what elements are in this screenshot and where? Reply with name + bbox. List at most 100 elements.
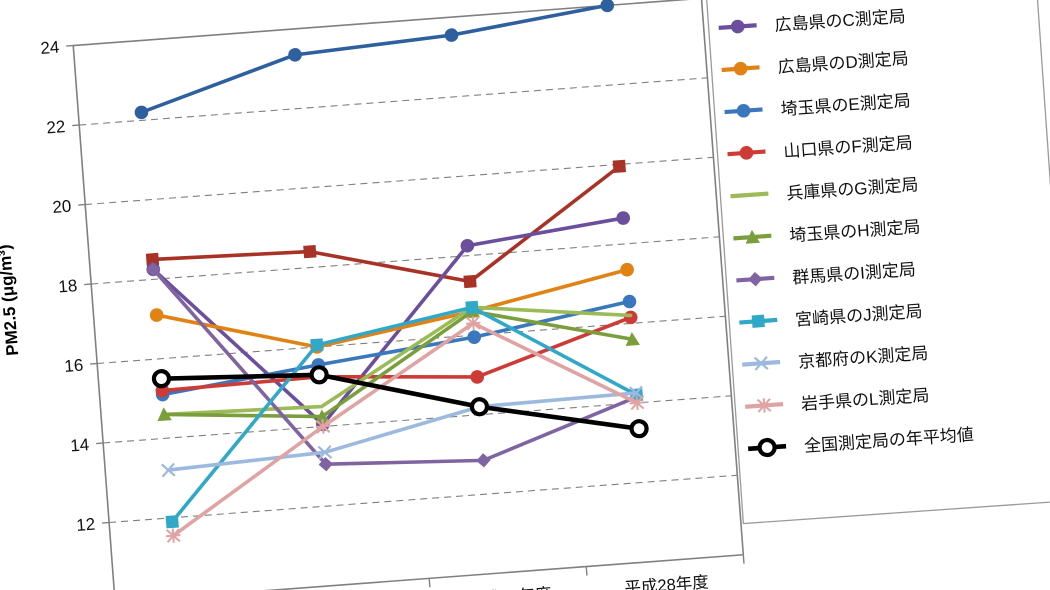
legend-item[interactable]: 群馬県のI測定局	[736, 260, 917, 291]
series-7	[162, 305, 633, 417]
legend-item[interactable]: 山口県のF測定局	[727, 133, 913, 165]
marker-circle-open	[151, 369, 172, 389]
marker-star	[629, 395, 645, 411]
legend-item[interactable]: 全国測定局の年平均値	[747, 425, 975, 460]
legend-label: 山口県のF測定局	[783, 133, 913, 161]
series-line	[162, 305, 633, 417]
x-axis-label: 平成27年度	[467, 584, 553, 590]
marker-x	[317, 444, 333, 460]
gridline-22	[79, 77, 708, 126]
gridline-16	[97, 315, 726, 365]
x-tick-3	[585, 566, 588, 576]
series-13	[151, 365, 649, 439]
legend-label: 広島県のC測定局	[774, 7, 906, 35]
gridline-20	[85, 156, 714, 206]
gridline-12	[109, 474, 738, 524]
marker-square	[303, 244, 317, 259]
marker-circle-open	[629, 419, 649, 439]
y-tick-label: 18	[58, 276, 78, 296]
legend-item[interactable]: 京都府のK測定局	[742, 344, 929, 376]
legend-label: 埼玉県のH測定局	[789, 217, 921, 245]
marker-square	[612, 159, 626, 174]
marker-x	[629, 385, 644, 401]
legend-item[interactable]: 宮崎県のJ測定局	[739, 302, 923, 334]
series-line	[154, 267, 629, 349]
legend-label: 京都府のK測定局	[798, 344, 929, 372]
series-line	[159, 372, 642, 431]
legend-item[interactable]: 埼玉県のH測定局	[733, 217, 921, 249]
marker-circle-open	[469, 397, 490, 417]
marker-triangle	[315, 409, 330, 424]
marker-diamond	[318, 457, 334, 472]
series-12	[165, 315, 645, 543]
marker-square	[465, 300, 479, 315]
marker-diamond	[146, 262, 161, 277]
marker-triangle	[745, 229, 760, 244]
legend-item[interactable]: 兵庫県のG測定局	[730, 175, 919, 207]
legend-label: 広島県のD測定局	[777, 49, 909, 77]
marker-star	[165, 528, 181, 543]
chart-plot-group: 1012141618202224平成25年度平成26年度平成27年度平成28年度…	[0, 0, 745, 590]
y-tick-label: 12	[76, 515, 96, 535]
series-8	[157, 304, 640, 424]
series-10	[165, 300, 644, 529]
legend-border	[703, 0, 1050, 525]
marker-x	[160, 462, 176, 478]
marker-circle	[470, 370, 485, 384]
y-tick-label: 24	[40, 38, 60, 58]
marker-square	[463, 274, 477, 289]
y-axis-line	[72, 45, 116, 590]
legend-label: 宮崎県のJ測定局	[795, 302, 924, 330]
series-line	[139, 3, 610, 115]
marker-circle-open	[757, 437, 777, 458]
series-line	[170, 305, 639, 524]
plot-right-border	[700, 0, 745, 555]
marker-square	[145, 252, 160, 267]
series-line	[171, 321, 639, 538]
series-line	[150, 164, 622, 284]
gridline-14	[103, 395, 732, 444]
legend-label: 埼玉県のE測定局	[780, 91, 911, 119]
legend-label: 全国測定局の年平均値	[803, 425, 974, 456]
legend-item[interactable]: 岩手県のL測定局	[745, 386, 930, 418]
legend-label: 群馬県のI測定局	[792, 260, 917, 288]
y-tick-label: 14	[70, 435, 90, 455]
marker-circle	[622, 294, 637, 309]
x-tick-4	[742, 554, 745, 564]
marker-circle	[444, 28, 459, 42]
y-axis-title-group: PM2.5 (μg/m³)	[0, 244, 22, 357]
marker-star	[315, 419, 331, 434]
marker-square	[310, 338, 324, 352]
marker-circle	[730, 19, 745, 34]
marker-circle	[620, 262, 634, 277]
legend-item[interactable]: 広島県のC測定局	[718, 7, 906, 39]
series-line	[151, 267, 639, 467]
legend-label: 兵庫県のG測定局	[786, 175, 919, 203]
marker-circle	[460, 238, 475, 253]
marker-circle	[288, 48, 302, 62]
series-line	[151, 216, 626, 427]
marker-circle-open	[309, 365, 329, 385]
marker-circle	[616, 211, 631, 225]
series-1	[134, 0, 615, 120]
series-2	[145, 159, 626, 289]
series-layer	[134, 0, 649, 543]
legend-item[interactable]: 埼玉県のE測定局	[724, 91, 911, 123]
marker-circle	[600, 0, 615, 13]
marker-circle	[733, 61, 748, 76]
y-tick-label: 16	[64, 356, 84, 376]
y-tick-label: 22	[46, 117, 66, 137]
legend-swatch-line	[730, 191, 769, 199]
marker-star	[756, 398, 772, 413]
x-tick-2	[428, 578, 431, 588]
marker-diamond	[476, 453, 491, 468]
marker-circle	[467, 330, 482, 344]
x-axis-label: 平成28年度	[624, 572, 710, 590]
gridline-18	[91, 236, 720, 285]
marker-triangle	[625, 332, 640, 346]
marker-square	[165, 515, 179, 529]
marker-circle	[736, 103, 751, 118]
legend-item[interactable]: 広島県のD測定局	[721, 49, 909, 81]
